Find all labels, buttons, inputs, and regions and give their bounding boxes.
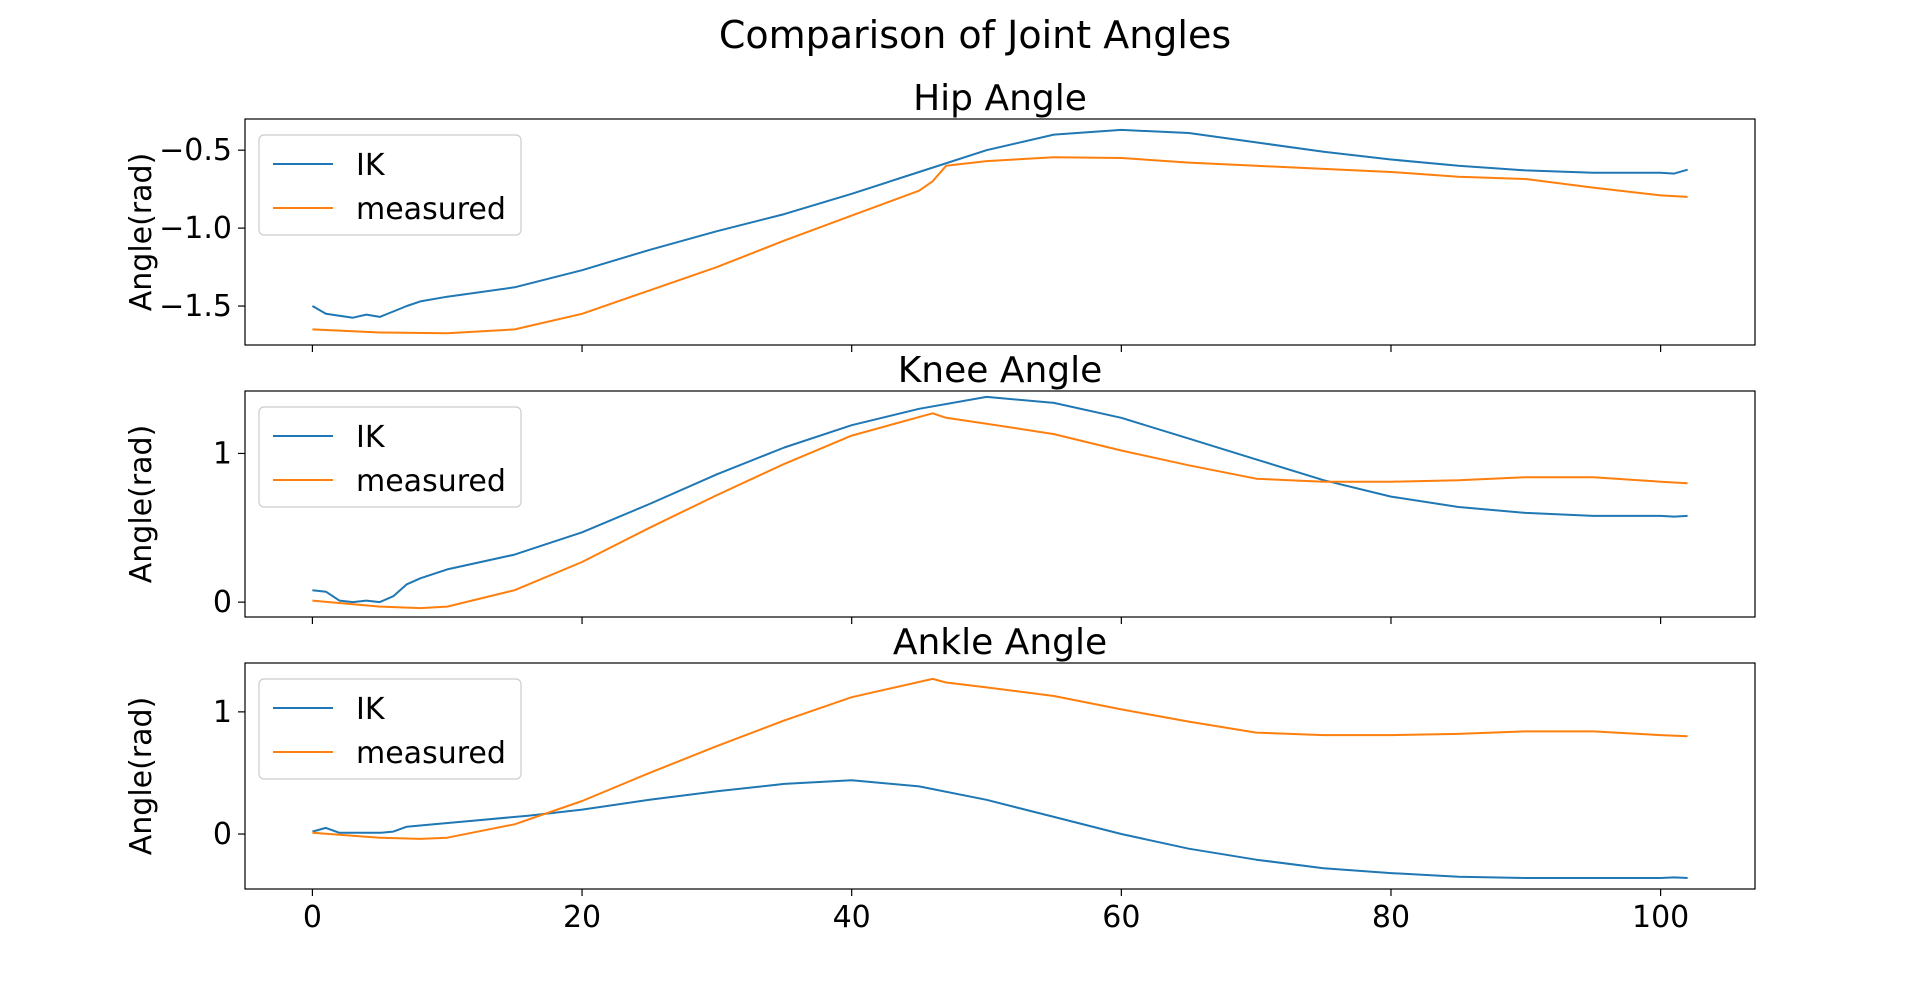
axes-frame <box>244 662 1756 890</box>
series-line-IK <box>312 395 1688 604</box>
x-tick-label: 100 <box>1632 900 1689 935</box>
series-group <box>312 677 1688 879</box>
series-group <box>312 395 1688 610</box>
y-axis-label: Angle(rad) <box>124 697 159 856</box>
axes-frame <box>244 118 1756 346</box>
x-tick-label: 60 <box>1102 900 1140 935</box>
series-group <box>311 128 1688 335</box>
y-tick-label: −1.0 <box>159 211 232 246</box>
subplot-0: Hip Angle Angle(rad) −1.5 −1.0 −0.5 IK measure… <box>124 78 1756 352</box>
x-tick-label: 20 <box>563 900 601 935</box>
x-tick-label: 0 <box>303 900 322 935</box>
y-tick-label: 1 <box>213 695 232 730</box>
legend-box <box>258 678 522 780</box>
x-tick-label: 80 <box>1372 900 1410 935</box>
legend-label-IK: IK <box>356 692 386 727</box>
legend-label-measured: measured <box>356 464 506 499</box>
legend: IK measured <box>258 134 522 236</box>
y-tick-label: −0.5 <box>159 133 232 168</box>
series-line-IK <box>311 128 1688 319</box>
y-axis-label: Angle(rad) <box>124 153 159 312</box>
series-line-measured <box>312 677 1688 840</box>
subplot-title: Knee Angle <box>898 350 1103 391</box>
series-line-measured <box>312 156 1688 335</box>
x-tick-label: 40 <box>833 900 871 935</box>
legend-label-IK: IK <box>356 420 386 455</box>
y-axis-label: Angle(rad) <box>124 425 159 584</box>
legend-box <box>258 406 522 508</box>
subplot-2: Ankle Angle Angle(rad) 0 20 40 60 80 100 0 1 IK mea… <box>124 622 1756 935</box>
series-line-measured <box>312 412 1688 610</box>
y-tick-label: 0 <box>213 585 232 620</box>
legend-box <box>258 134 522 236</box>
y-tick-label: 1 <box>213 436 232 471</box>
legend-label-measured: measured <box>356 192 506 227</box>
legend: IK measured <box>258 678 522 780</box>
figure-title: Comparison of Joint Angles <box>719 13 1231 57</box>
legend-label-IK: IK <box>356 148 386 183</box>
y-tick-label: 0 <box>213 817 232 852</box>
series-line-IK <box>312 779 1688 879</box>
subplot-title: Ankle Angle <box>893 622 1107 663</box>
subplot-1: Knee Angle Angle(rad) 0 1 IK measured <box>124 350 1756 624</box>
legend-label-measured: measured <box>356 736 506 771</box>
subplot-title: Hip Angle <box>913 78 1087 119</box>
y-tick-label: −1.5 <box>159 289 232 324</box>
legend: IK measured <box>258 406 522 508</box>
axes-frame <box>244 390 1756 618</box>
